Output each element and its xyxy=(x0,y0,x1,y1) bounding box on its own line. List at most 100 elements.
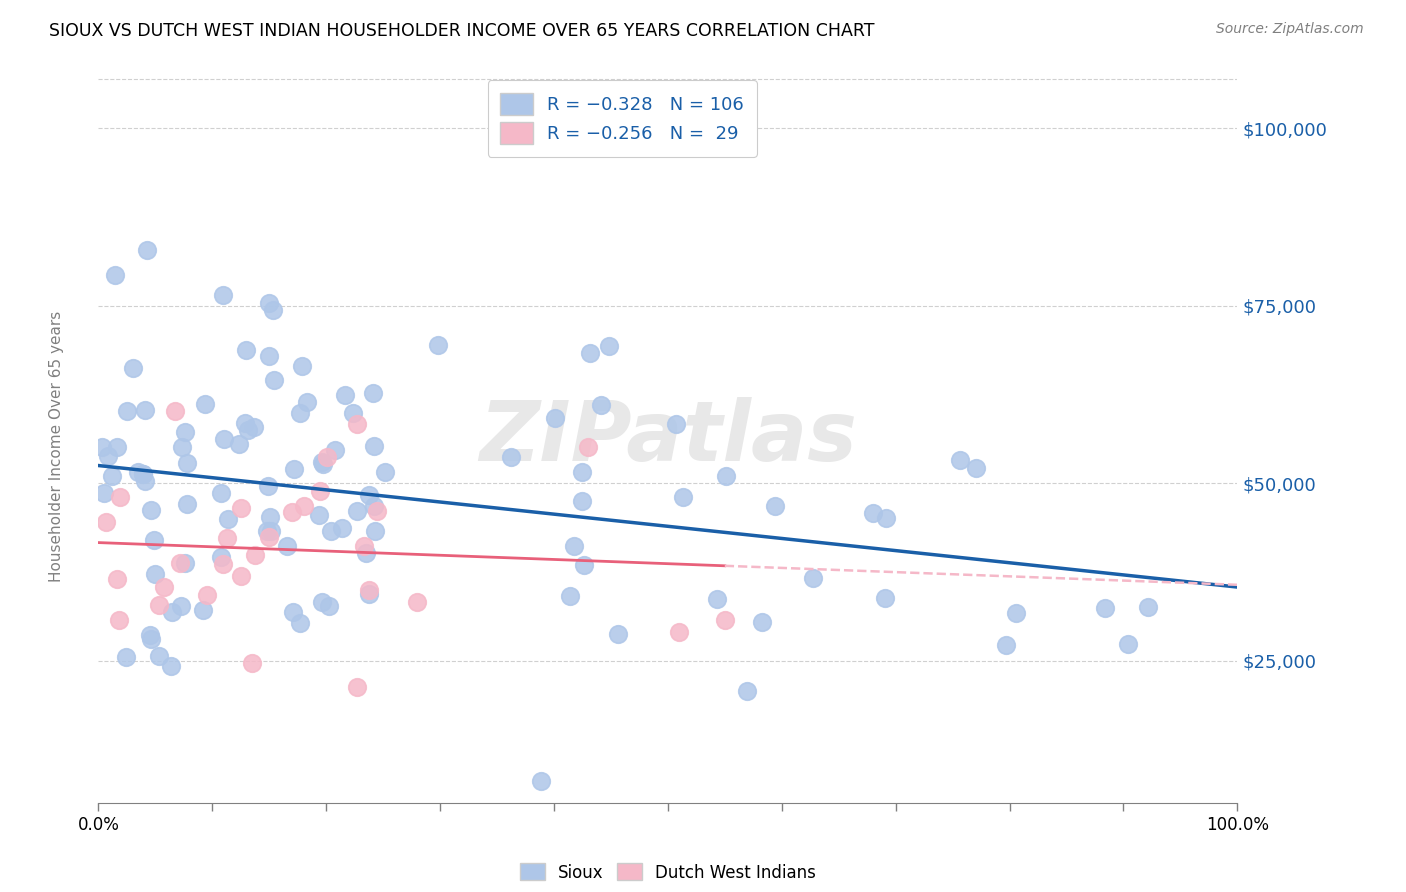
Point xyxy=(1094,600,1116,615)
Point xyxy=(276,539,298,553)
Point xyxy=(143,567,166,582)
Point xyxy=(668,624,690,639)
Point xyxy=(325,442,347,457)
Point xyxy=(235,343,257,357)
Point xyxy=(965,460,987,475)
Point xyxy=(283,606,305,620)
Point xyxy=(576,440,599,454)
Text: Source: ZipAtlas.com: Source: ZipAtlas.com xyxy=(1216,22,1364,37)
Point xyxy=(263,373,285,387)
Point xyxy=(257,479,280,493)
Point xyxy=(318,599,340,613)
Point xyxy=(366,504,388,518)
Point xyxy=(212,432,235,446)
Point xyxy=(195,588,218,602)
Point xyxy=(160,659,183,673)
Point xyxy=(236,423,259,437)
Point xyxy=(346,504,368,518)
Point xyxy=(260,524,283,539)
Point xyxy=(311,455,333,469)
Point xyxy=(363,500,385,514)
Point xyxy=(875,591,897,606)
Point xyxy=(105,572,128,586)
Text: Householder Income Over 65 years: Householder Income Over 65 years xyxy=(49,310,63,582)
Point xyxy=(357,582,380,597)
Point xyxy=(209,486,232,500)
Point xyxy=(257,349,280,363)
Point xyxy=(544,411,567,425)
Point xyxy=(160,605,183,619)
Point xyxy=(312,457,335,471)
Point xyxy=(170,440,193,454)
Point xyxy=(346,680,368,694)
Point xyxy=(359,488,381,502)
Point xyxy=(176,497,198,511)
Point xyxy=(499,450,522,464)
Point xyxy=(357,587,380,601)
Point xyxy=(363,440,385,454)
Point xyxy=(136,244,159,258)
Point xyxy=(281,505,304,519)
Point xyxy=(174,425,197,440)
Point xyxy=(672,490,695,504)
Point xyxy=(243,420,266,434)
Point xyxy=(354,546,377,560)
Point xyxy=(562,539,585,553)
Point xyxy=(132,467,155,481)
Point xyxy=(105,440,128,454)
Point xyxy=(104,268,127,283)
Point xyxy=(949,452,972,467)
Point xyxy=(309,483,332,498)
Text: ZIPatlas: ZIPatlas xyxy=(479,397,856,477)
Point xyxy=(353,539,375,553)
Point xyxy=(134,403,156,417)
Point xyxy=(406,595,429,609)
Point xyxy=(139,632,162,646)
Point xyxy=(262,302,284,317)
Point xyxy=(589,398,612,412)
Point xyxy=(1116,637,1139,651)
Point xyxy=(176,456,198,470)
Point xyxy=(311,595,333,609)
Point xyxy=(132,467,155,481)
Point xyxy=(665,417,688,431)
Point xyxy=(90,440,112,454)
Point xyxy=(229,569,252,583)
Point xyxy=(294,499,316,513)
Point xyxy=(572,558,595,572)
Point xyxy=(97,450,120,464)
Point xyxy=(217,512,239,526)
Point xyxy=(363,385,385,400)
Point xyxy=(217,531,239,545)
Point xyxy=(240,657,263,671)
Point xyxy=(801,571,824,585)
Point xyxy=(606,627,628,641)
Point xyxy=(191,603,214,617)
Point xyxy=(259,510,281,524)
Point xyxy=(735,683,758,698)
Point xyxy=(228,437,250,451)
Point xyxy=(100,468,122,483)
Point xyxy=(153,580,176,594)
Point xyxy=(122,361,145,376)
Point xyxy=(115,649,138,664)
Point xyxy=(319,524,342,538)
Point xyxy=(1004,607,1026,621)
Point xyxy=(530,774,553,789)
Point xyxy=(330,521,353,535)
Point xyxy=(142,533,165,548)
Point xyxy=(139,503,162,517)
Point xyxy=(233,416,256,430)
Point xyxy=(427,337,450,351)
Point xyxy=(163,404,186,418)
Point xyxy=(363,524,385,539)
Point xyxy=(598,339,620,353)
Point xyxy=(706,591,728,606)
Point xyxy=(283,462,305,476)
Point xyxy=(875,511,897,525)
Point xyxy=(134,474,156,488)
Point xyxy=(288,615,311,630)
Point xyxy=(862,506,884,520)
Point xyxy=(243,548,266,562)
Point xyxy=(108,490,131,504)
